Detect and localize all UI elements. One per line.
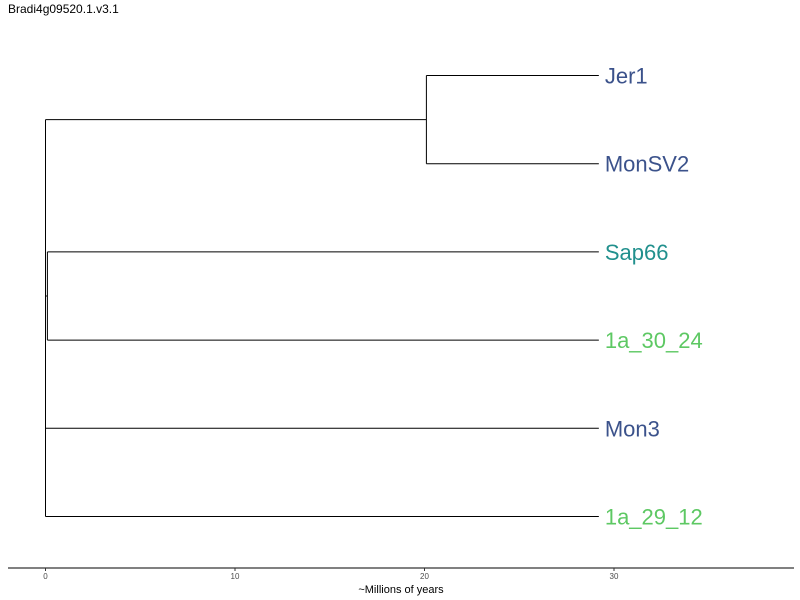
x-tick-label-20: 20 bbox=[420, 572, 429, 581]
x-axis: 0 10 20 30 ~Millions of years bbox=[8, 567, 794, 596]
chart-title: Bradi4g09520.1.v3.1 bbox=[8, 2, 119, 16]
tip-label-jer1: Jer1 bbox=[605, 64, 648, 89]
x-tick-label-10: 10 bbox=[231, 572, 240, 581]
tip-label-1a-29-12: 1a_29_12 bbox=[605, 505, 703, 530]
tip-label-monsv2: MonSV2 bbox=[605, 152, 689, 177]
x-axis-title: ~Millions of years bbox=[358, 584, 444, 596]
x-tick-label-30: 30 bbox=[610, 572, 619, 581]
tip-labels-group: Jer1 MonSV2 Sap66 1a_30_24 Mon3 1a_29_12 bbox=[605, 64, 703, 530]
tip-label-mon3: Mon3 bbox=[605, 416, 660, 441]
branches-group bbox=[45, 75, 599, 517]
tip-label-sap66: Sap66 bbox=[605, 240, 669, 265]
tip-label-1a-30-24: 1a_30_24 bbox=[605, 328, 703, 353]
x-tick-label-0: 0 bbox=[43, 572, 48, 581]
